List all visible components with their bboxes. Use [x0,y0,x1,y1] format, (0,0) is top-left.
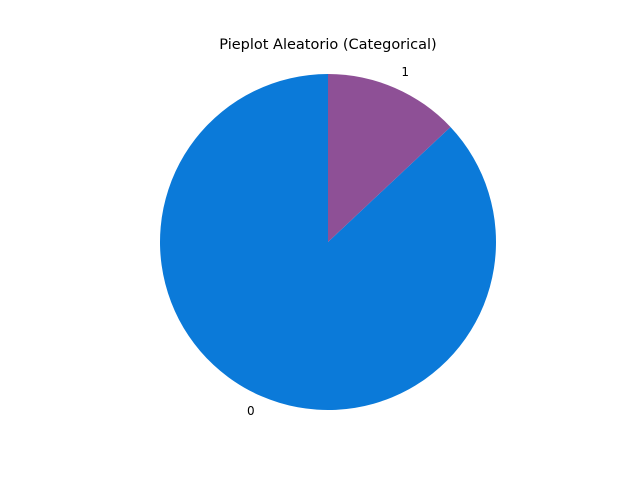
pie-label-1: 1 [401,65,409,79]
pie-label-0: 0 [247,404,255,418]
pie-slices [160,74,497,410]
pie-labels: 01 [247,65,409,418]
pie-slice-0 [160,74,497,410]
chart-title: Pieplot Aleatorio (Categorical) [219,37,436,53]
pie-slice-1 [328,74,451,242]
